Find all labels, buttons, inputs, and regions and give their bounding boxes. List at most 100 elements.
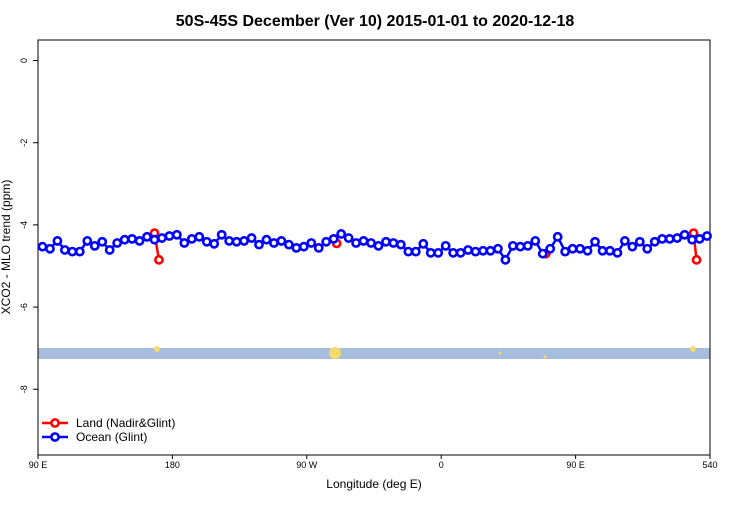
point <box>298 241 309 252</box>
point <box>171 229 182 240</box>
point <box>157 233 167 243</box>
point <box>395 239 406 250</box>
point <box>478 245 488 256</box>
point <box>470 246 481 257</box>
point <box>634 236 645 247</box>
point <box>403 246 414 257</box>
point <box>425 247 436 258</box>
point <box>142 231 152 242</box>
point <box>194 231 205 242</box>
point <box>313 243 324 253</box>
point <box>702 231 712 241</box>
point <box>246 233 257 243</box>
point <box>582 245 593 256</box>
point <box>306 238 317 248</box>
point <box>254 239 264 250</box>
point <box>82 236 93 246</box>
point <box>672 233 683 243</box>
land-marker <box>329 347 341 359</box>
point <box>269 238 279 248</box>
point <box>291 243 302 253</box>
y-axis-label: XCO2 - MLO trend (ppm) <box>0 180 13 315</box>
point <box>455 247 466 258</box>
chart-title: 50S-45S December (Ver 10) 2015-01-01 to … <box>176 13 575 30</box>
x-tick-label: 0 <box>439 460 444 470</box>
point <box>104 245 115 255</box>
legend-marker <box>50 432 60 442</box>
point <box>366 238 376 248</box>
land-marker <box>690 346 696 352</box>
point <box>186 233 197 244</box>
point <box>590 236 600 247</box>
y-tick-label: -2 <box>19 139 29 147</box>
point <box>679 229 690 240</box>
point <box>530 236 541 246</box>
point <box>112 238 123 248</box>
point <box>642 243 653 254</box>
point <box>45 243 55 254</box>
point <box>59 245 70 255</box>
point <box>627 241 638 252</box>
point <box>321 236 332 247</box>
point <box>537 248 548 259</box>
legend-label: Ocean (Glint) <box>76 430 147 444</box>
point <box>343 233 354 243</box>
y-tick-label: -4 <box>19 221 29 229</box>
x-tick-label: 540 <box>702 460 717 470</box>
y-tick-label: 0 <box>19 58 29 63</box>
land-marker <box>154 346 160 352</box>
point <box>119 234 130 245</box>
point <box>418 238 429 249</box>
point <box>500 254 511 265</box>
point <box>605 245 615 256</box>
point <box>388 238 399 248</box>
point <box>74 246 85 257</box>
point <box>37 241 48 252</box>
point <box>649 236 660 247</box>
point <box>67 246 78 257</box>
x-axis-label: Longitude (deg E) <box>326 477 421 491</box>
legend-marker <box>50 418 60 428</box>
point <box>201 236 212 247</box>
point <box>89 240 100 251</box>
point <box>127 233 137 244</box>
point <box>664 233 675 244</box>
point <box>97 236 108 247</box>
point <box>52 236 63 246</box>
land-marker <box>498 351 502 355</box>
x-tick-label: 90 E <box>566 460 585 470</box>
point <box>493 243 503 254</box>
y-tick-label: -8 <box>19 385 29 393</box>
point <box>612 247 623 258</box>
point <box>164 231 175 241</box>
point <box>373 240 384 251</box>
point <box>224 236 235 246</box>
x-tick-label: 90 W <box>296 460 318 470</box>
point <box>552 231 563 242</box>
point <box>216 229 227 240</box>
point <box>410 246 421 257</box>
point <box>515 241 526 252</box>
point <box>485 245 496 256</box>
legend-label: Land (Nadir&Glint) <box>76 416 175 430</box>
point <box>463 245 473 255</box>
point <box>276 236 287 246</box>
point <box>440 240 451 251</box>
point <box>433 247 444 258</box>
point <box>328 233 339 244</box>
point <box>381 236 391 247</box>
point <box>507 240 518 251</box>
point <box>209 238 220 249</box>
point <box>231 236 242 247</box>
surface-band <box>38 348 710 359</box>
point <box>560 246 571 257</box>
point <box>567 243 578 254</box>
point <box>522 240 533 251</box>
land-marker <box>543 355 547 359</box>
point <box>448 247 459 258</box>
point <box>179 238 190 248</box>
point <box>351 238 361 248</box>
point <box>687 234 697 245</box>
point <box>657 233 668 244</box>
point <box>619 236 630 246</box>
